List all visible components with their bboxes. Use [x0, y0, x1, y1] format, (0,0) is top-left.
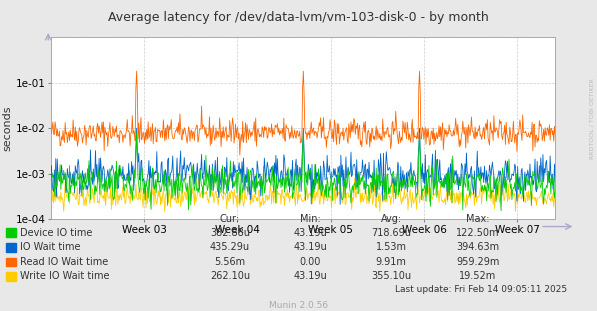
Text: Last update: Fri Feb 14 09:05:11 2025: Last update: Fri Feb 14 09:05:11 2025	[395, 285, 567, 294]
Text: 382.88u: 382.88u	[210, 228, 250, 238]
Text: 435.29u: 435.29u	[210, 242, 250, 252]
Text: Min:: Min:	[300, 214, 321, 224]
Text: Max:: Max:	[466, 214, 490, 224]
Text: 262.10u: 262.10u	[210, 272, 250, 281]
Text: Write IO Wait time: Write IO Wait time	[20, 272, 110, 281]
Text: 1.53m: 1.53m	[376, 242, 407, 252]
Text: Cur:: Cur:	[220, 214, 240, 224]
Text: 718.69u: 718.69u	[371, 228, 411, 238]
Text: RRDTOOL / TOBI OETIKER: RRDTOOL / TOBI OETIKER	[590, 78, 595, 159]
Y-axis label: seconds: seconds	[2, 105, 13, 151]
Text: 959.29m: 959.29m	[456, 257, 499, 267]
Text: 43.19u: 43.19u	[294, 272, 327, 281]
Text: Device IO time: Device IO time	[20, 228, 93, 238]
Text: 5.56m: 5.56m	[214, 257, 245, 267]
Text: 43.19u: 43.19u	[294, 228, 327, 238]
Text: Munin 2.0.56: Munin 2.0.56	[269, 301, 328, 310]
Text: Read IO Wait time: Read IO Wait time	[20, 257, 109, 267]
Text: IO Wait time: IO Wait time	[20, 242, 81, 252]
Text: 9.91m: 9.91m	[376, 257, 407, 267]
Text: Avg:: Avg:	[380, 214, 402, 224]
Text: Average latency for /dev/data-lvm/vm-103-disk-0 - by month: Average latency for /dev/data-lvm/vm-103…	[108, 11, 489, 24]
Text: 19.52m: 19.52m	[459, 272, 496, 281]
Text: 122.50m: 122.50m	[456, 228, 499, 238]
Text: 394.63m: 394.63m	[456, 242, 499, 252]
Text: 0.00: 0.00	[300, 257, 321, 267]
Text: 355.10u: 355.10u	[371, 272, 411, 281]
Text: 43.19u: 43.19u	[294, 242, 327, 252]
